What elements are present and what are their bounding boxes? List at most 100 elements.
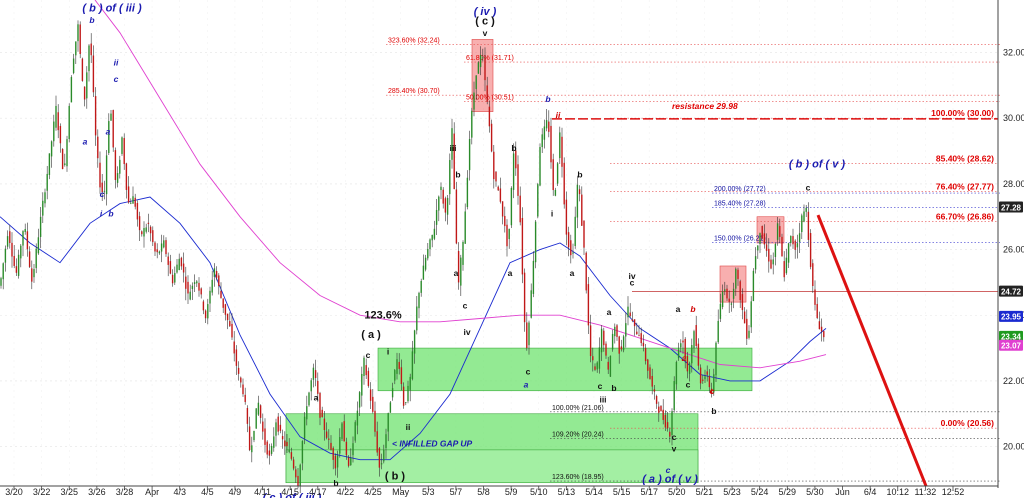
candle-body — [543, 126, 546, 140]
wave-label: ( a ) — [361, 329, 381, 341]
candle-body — [169, 261, 172, 274]
candle-body — [759, 233, 761, 244]
candle-body — [422, 265, 425, 280]
candle-body — [28, 251, 31, 267]
candle-body — [812, 263, 814, 287]
candle-body — [605, 343, 607, 356]
candle-body — [361, 373, 363, 396]
fib-levels: 323.60% (32.24) 61.80% (31.71) 285.40% (30… — [386, 38, 1000, 482]
fib-level-label: 50.00% (30.51) — [466, 94, 514, 101]
candle-body — [820, 326, 823, 332]
candle-body — [268, 450, 271, 456]
wave-label: ( c ) of ( iii ) — [263, 492, 322, 498]
candle-body — [515, 150, 517, 169]
candle-body — [303, 416, 306, 439]
candle-body — [721, 291, 724, 308]
candle-body — [625, 323, 627, 337]
candle-body — [616, 325, 618, 337]
candle-body — [270, 445, 273, 454]
fib-level-label: 0.00% (20.56) — [941, 418, 995, 428]
candle-body — [405, 402, 407, 404]
candle-body — [688, 363, 691, 374]
wave-label: c — [526, 366, 531, 376]
candle-body — [279, 424, 282, 431]
candle-body — [138, 216, 141, 231]
wave-label: c — [463, 301, 468, 311]
wave-label: ( b ) of ( iii ) — [82, 2, 142, 14]
candle-body — [310, 380, 312, 392]
candle-body — [477, 62, 480, 74]
candle-body — [774, 243, 777, 258]
candle-body — [556, 163, 559, 184]
candle-body — [816, 303, 818, 319]
candle-body — [468, 139, 471, 171]
candle-body — [229, 321, 231, 327]
candle-body — [629, 312, 631, 317]
price-badge-label: 23.07 — [1001, 342, 1022, 351]
candle-body — [451, 128, 453, 160]
candle-body — [295, 469, 297, 478]
candle-body — [471, 110, 473, 138]
wave-label: c — [114, 74, 119, 84]
candle-body — [735, 268, 737, 289]
candle-body — [660, 405, 662, 412]
candle-body — [501, 201, 504, 217]
x-tick-label: 5/10 — [530, 487, 548, 497]
candle-body — [284, 440, 286, 447]
candle-body — [693, 331, 695, 349]
candle-body — [572, 252, 574, 254]
wave-label: a — [508, 268, 513, 278]
x-tick-label: 5/13 — [558, 487, 576, 497]
candle-body — [218, 275, 220, 287]
candle-body — [785, 257, 788, 274]
candle-body — [154, 242, 156, 252]
candle-body — [506, 224, 508, 247]
fib-level-label: 66.70% (26.86) — [936, 211, 994, 221]
candle-body — [213, 268, 216, 277]
candle-body — [541, 134, 543, 148]
x-tick-label: 5/17 — [640, 487, 658, 497]
candle-body — [697, 343, 700, 366]
candle-body — [730, 303, 733, 305]
candle-body — [132, 196, 134, 204]
candle-body — [211, 279, 213, 293]
candle-body — [46, 173, 48, 191]
candle-body — [622, 336, 625, 351]
x-tick-label: 3/22 — [33, 487, 51, 497]
wave-label: i — [100, 209, 103, 219]
candle-body — [642, 342, 645, 347]
candle-body — [757, 245, 759, 251]
candle-body — [72, 58, 75, 74]
candle-body — [224, 304, 227, 315]
candle-body — [134, 197, 136, 207]
candle-body — [160, 243, 163, 252]
candle-body — [567, 232, 570, 248]
candle-body — [600, 328, 603, 353]
candle-body — [66, 139, 68, 167]
candle-body — [457, 251, 460, 283]
price-badge — [999, 285, 1023, 297]
price-badge-label: 27.28 — [1001, 203, 1022, 212]
x-tick-label: 3/25 — [60, 487, 78, 497]
candle-body — [704, 376, 706, 380]
fib-level-label: 200.00% (27.72) — [714, 186, 766, 193]
candle-body — [255, 408, 257, 429]
candle-body — [33, 269, 35, 278]
candle-body — [510, 187, 513, 226]
candle-body — [6, 236, 9, 247]
candle-body — [801, 215, 803, 233]
candle-body — [264, 428, 266, 445]
y-tick-label: 26.00 — [1003, 245, 1024, 255]
x-tick-label: 5/24 — [751, 487, 769, 497]
candle-body — [112, 110, 114, 148]
candle-body — [512, 153, 515, 190]
wave-label: b — [511, 143, 516, 153]
candle-body — [482, 57, 484, 59]
wave-label: c — [806, 182, 811, 192]
candle-body — [548, 121, 550, 132]
candle-body — [435, 210, 438, 225]
candle-body — [345, 441, 348, 456]
candle-body — [248, 426, 251, 451]
candle-body — [691, 345, 693, 364]
x-tick-label: 6/4 — [864, 487, 877, 497]
